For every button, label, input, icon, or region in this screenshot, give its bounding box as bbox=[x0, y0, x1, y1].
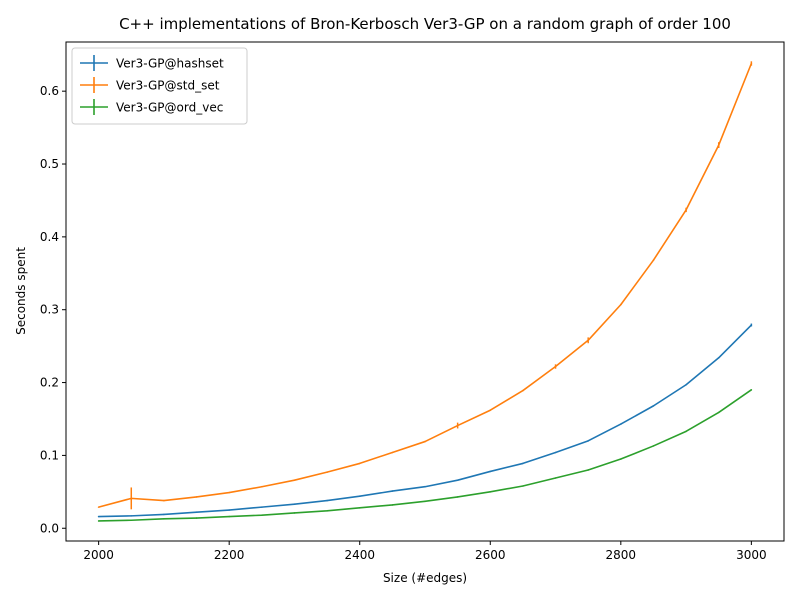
data-point bbox=[489, 470, 492, 473]
y-tick-label: 0.4 bbox=[40, 230, 59, 244]
x-tick-label: 2800 bbox=[606, 548, 637, 562]
x-tick-label: 2600 bbox=[475, 548, 506, 562]
data-point bbox=[750, 324, 753, 326]
data-point bbox=[130, 497, 133, 500]
data-point bbox=[326, 509, 328, 512]
data-point bbox=[228, 491, 230, 494]
data-point bbox=[554, 451, 557, 454]
y-tick-label: 0.0 bbox=[40, 521, 59, 535]
data-point bbox=[326, 471, 328, 473]
data-point bbox=[293, 479, 296, 481]
data-point bbox=[130, 515, 133, 517]
x-axis-label: Size (#edges) bbox=[383, 571, 467, 585]
data-point bbox=[685, 430, 687, 433]
data-point bbox=[391, 504, 394, 506]
data-point bbox=[163, 499, 165, 502]
x-tick-label: 2400 bbox=[344, 548, 375, 562]
data-point bbox=[424, 440, 426, 443]
data-point bbox=[228, 509, 230, 511]
legend-label: Ver3-GP@ord_vec bbox=[116, 101, 223, 115]
data-point bbox=[620, 423, 622, 425]
y-axis-label: Seconds spent bbox=[14, 247, 28, 335]
data-point bbox=[358, 507, 361, 509]
data-point bbox=[717, 356, 720, 359]
data-point bbox=[685, 209, 687, 211]
data-point bbox=[97, 520, 100, 522]
data-point bbox=[358, 462, 361, 465]
data-point bbox=[293, 503, 296, 506]
legend: Ver3-GP@hashset Ver3-GP@std_set Ver3-GP@or… bbox=[71, 47, 248, 125]
y-tick-label: 0.6 bbox=[40, 84, 59, 98]
legend-label: Ver3-GP@hashset bbox=[116, 57, 224, 71]
data-point bbox=[522, 389, 524, 392]
data-point bbox=[456, 496, 459, 498]
data-point bbox=[522, 462, 524, 465]
data-point bbox=[130, 519, 133, 522]
data-point bbox=[652, 445, 655, 447]
data-point bbox=[391, 451, 394, 454]
data-point bbox=[424, 500, 426, 503]
data-point bbox=[163, 513, 165, 516]
data-point bbox=[195, 511, 198, 514]
legend-box bbox=[71, 47, 248, 125]
data-point bbox=[261, 485, 263, 488]
data-point bbox=[326, 499, 328, 502]
series-1 bbox=[97, 61, 753, 510]
data-point bbox=[163, 517, 165, 520]
y-axis-ticks: 0.0 0.1 0.2 0.3 0.4 0.5 0.6 bbox=[40, 84, 66, 535]
data-point bbox=[424, 485, 426, 488]
data-point bbox=[97, 506, 100, 508]
data-point bbox=[522, 485, 524, 487]
data-point bbox=[195, 517, 198, 519]
series-0 bbox=[97, 323, 753, 518]
data-point bbox=[717, 411, 720, 414]
data-point bbox=[228, 515, 230, 518]
axes-frame bbox=[65, 41, 785, 542]
x-tick-label: 3000 bbox=[736, 548, 767, 562]
series-2 bbox=[97, 389, 753, 522]
data-point bbox=[587, 440, 589, 442]
data-point bbox=[97, 515, 100, 518]
data-point bbox=[456, 424, 459, 427]
plot-area bbox=[97, 61, 753, 522]
y-tick-label: 0.1 bbox=[40, 448, 59, 462]
y-tick-label: 0.5 bbox=[40, 157, 59, 171]
data-point bbox=[750, 62, 753, 65]
data-point bbox=[554, 365, 557, 368]
data-point bbox=[489, 491, 492, 493]
legend-label: Ver3-GP@std_set bbox=[116, 79, 220, 93]
data-point bbox=[587, 339, 589, 342]
data-point bbox=[489, 409, 492, 412]
x-axis-ticks: 2000 2200 2400 2600 2800 3000 bbox=[83, 541, 767, 562]
data-point bbox=[293, 512, 296, 514]
data-point bbox=[620, 303, 622, 306]
data-point bbox=[358, 495, 361, 497]
data-point bbox=[261, 514, 263, 516]
y-tick-label: 0.2 bbox=[40, 376, 59, 390]
data-point bbox=[717, 144, 720, 146]
data-point bbox=[554, 477, 557, 479]
data-point bbox=[620, 458, 622, 460]
y-tick-label: 0.3 bbox=[40, 303, 59, 317]
x-tick-label: 2200 bbox=[214, 548, 245, 562]
data-point bbox=[195, 496, 198, 498]
chart-title: C++ implementations of Bron-Kerbosch Ver… bbox=[119, 15, 731, 33]
data-point bbox=[652, 259, 655, 261]
data-point bbox=[391, 490, 394, 492]
data-point bbox=[261, 506, 263, 508]
data-point bbox=[456, 479, 459, 481]
data-point bbox=[652, 405, 655, 407]
data-point bbox=[685, 383, 687, 386]
data-point bbox=[750, 389, 753, 391]
x-tick-label: 2000 bbox=[83, 548, 114, 562]
data-point bbox=[587, 469, 589, 471]
